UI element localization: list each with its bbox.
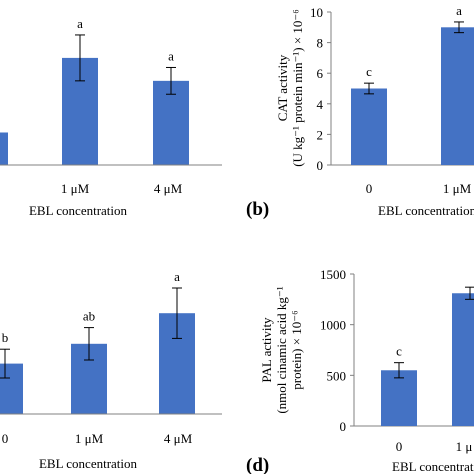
panel-b-bar-0 bbox=[351, 88, 387, 165]
panel-c-x-tick-2: 4 μM bbox=[164, 431, 193, 446]
panel-a-sig-label-1: a bbox=[77, 16, 83, 31]
panel-d-sig-label-0: c bbox=[396, 344, 402, 359]
panel-a-bar-0 bbox=[0, 132, 8, 165]
panel-b-x-tick-0: 0 bbox=[366, 181, 373, 196]
panel-d-label: (d) bbox=[246, 455, 269, 474]
panel-b-y-tick-4: 8 bbox=[317, 36, 324, 51]
panel-d-bar-0 bbox=[381, 370, 417, 426]
panel-b-y-tick-2: 4 bbox=[317, 97, 324, 112]
panel-d-bar-1 bbox=[452, 293, 474, 426]
panel-b-sig-label-0: c bbox=[366, 64, 372, 79]
panel-b-y-tick-5: 10 bbox=[310, 5, 323, 20]
panel-d-y-tick-0: 0 bbox=[340, 419, 347, 434]
panel-c-sig-label-1: ab bbox=[83, 309, 95, 324]
panel-b: 0 2 4 6 8 10 c a CAT activity (U kg⁻¹ protein … bbox=[246, 3, 474, 220]
panel-b-y-label-line2: (U kg⁻¹ protein min⁻¹) × 10⁻⁶ bbox=[290, 9, 305, 167]
panel-a-bar-2 bbox=[153, 80, 189, 165]
panel-b-y-tick-3: 6 bbox=[317, 66, 324, 81]
panel-d-y-label-line2: (nmol cinamic acid kg⁻¹ bbox=[274, 286, 289, 413]
panel-d-y-label-line3: protein) × 10⁻⁶ bbox=[289, 310, 304, 389]
panel-b-x-label: EBL concentration bbox=[378, 203, 474, 218]
panel-a-sig-label-2: a bbox=[168, 48, 174, 63]
panel-d-x-tick-0: 0 bbox=[396, 439, 403, 454]
panel-a: a a 1 μM 4 μM EBL concentration bbox=[0, 16, 222, 218]
panel-a-x-tick-2: 4 μM bbox=[154, 181, 183, 196]
panel-d-y-tick-2: 1000 bbox=[320, 318, 346, 333]
panel-c-x-tick-0: 0 bbox=[2, 431, 9, 446]
panel-c-x-tick-1: 1 μM bbox=[75, 431, 104, 446]
panel-b-y-tick-0: 0 bbox=[317, 158, 324, 173]
panel-d-y-tick-3: 1500 bbox=[320, 267, 346, 282]
panel-d-y-label-line1: PAL activity bbox=[259, 317, 274, 383]
panel-b-label: (b) bbox=[246, 199, 269, 220]
panel-c-sig-label-2: a bbox=[174, 269, 180, 284]
panel-c-sig-label-0: b bbox=[2, 330, 9, 345]
panel-b-y-label-line1: CAT activity bbox=[275, 54, 290, 121]
panel-c-x-label: EBL concentration bbox=[39, 456, 138, 471]
panel-b-y-tick-1: 2 bbox=[317, 127, 324, 142]
panel-c-bar-0 bbox=[0, 363, 23, 414]
panel-d: 0 500 1000 1500 c PAL activity (nmol cinami… bbox=[246, 267, 474, 474]
panel-d-y-tick-1: 500 bbox=[327, 368, 347, 383]
panel-a-x-label: EBL concentration bbox=[29, 203, 128, 218]
panel-d-x-tick-1: 1 μ bbox=[456, 439, 473, 454]
panel-b-bar-1 bbox=[441, 27, 474, 165]
panel-b-x-tick-1: 1 μM bbox=[443, 181, 472, 196]
panel-a-x-tick-1: 1 μM bbox=[61, 181, 90, 196]
panel-b-sig-label-1: a bbox=[456, 3, 462, 18]
panel-c: b ab a 0 1 μM 4 μM EBL concentration bbox=[0, 269, 222, 471]
panel-d-x-label: EBL concentration bbox=[392, 459, 474, 474]
